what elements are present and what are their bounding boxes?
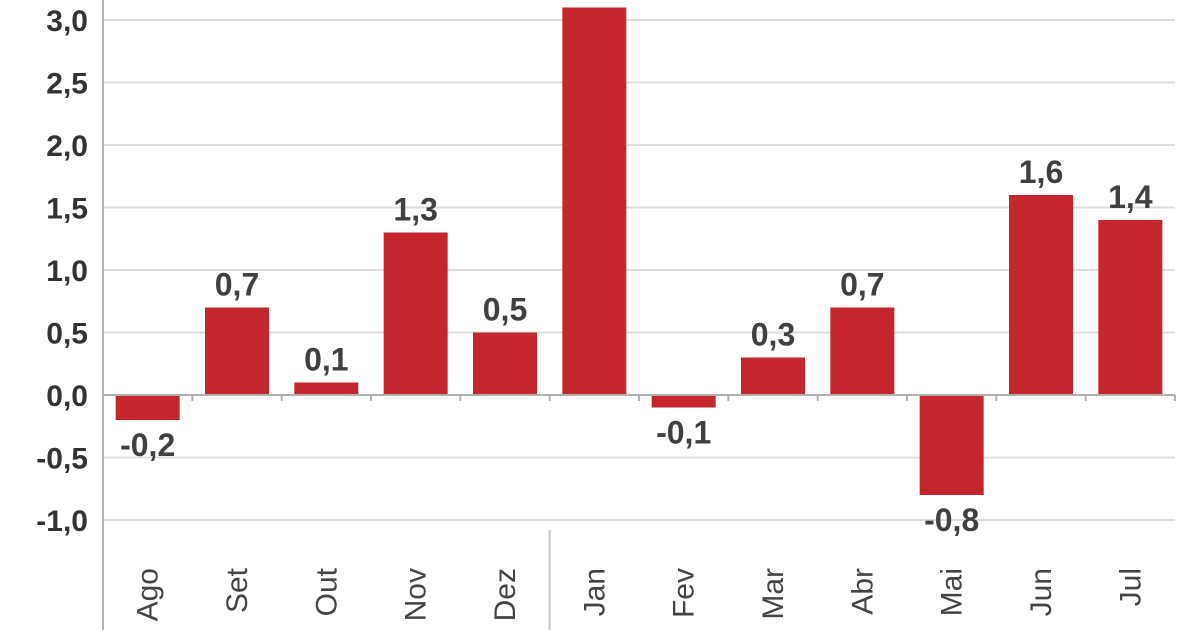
bar-abr [830, 307, 895, 395]
data-label: 1,4 [1108, 179, 1153, 215]
x-category-label: Jul [1114, 568, 1147, 606]
bar-out [294, 382, 359, 395]
data-label: 0,5 [483, 292, 527, 328]
x-category-label: Jun [1025, 568, 1058, 616]
x-category-label: Dez [489, 568, 522, 621]
bar-mar [741, 357, 805, 395]
y-tick-label: 3,0 [46, 5, 88, 38]
bar-fev [651, 395, 716, 408]
data-labels: -0,2 0,7 0,1 1,3 0,5 -0,1 0,3 0,7 -0,8 1,6 1,4 [120, 154, 1153, 538]
data-label: 1,3 [393, 192, 437, 228]
axes [102, 0, 1176, 630]
data-label: 1,6 [1019, 154, 1063, 190]
bar-jan [562, 7, 627, 395]
x-category-label: Set [221, 567, 254, 613]
bars [115, 7, 1163, 495]
bar-jul [1098, 220, 1163, 395]
bar-nov [383, 232, 448, 395]
data-label: 0,3 [751, 317, 795, 353]
data-label: 0,7 [215, 267, 259, 303]
y-tick-label: 0,5 [46, 318, 88, 351]
y-tick-label: -0,5 [36, 443, 88, 476]
y-tick-label: 2,0 [46, 130, 88, 163]
data-label: -0,2 [120, 427, 175, 463]
data-label: -0,1 [656, 415, 711, 451]
bar-mai [919, 395, 984, 495]
y-tick-label: 0,0 [46, 380, 88, 413]
x-category-label: Mai [936, 568, 969, 616]
x-category-label: Nov [400, 568, 433, 621]
bar-ago [115, 395, 180, 420]
y-tick-label: 1,5 [46, 193, 88, 226]
data-label: -0,8 [924, 502, 979, 538]
x-category-label: Fev [668, 568, 701, 618]
x-category-label: Out [310, 567, 343, 616]
x-category-label: Abr [846, 568, 879, 615]
y-tick-label: 2,5 [46, 68, 88, 101]
grid-lines [103, 19, 1175, 521]
x-category-label: Ago [132, 568, 165, 621]
x-axis-category-labels: Ago Set Out Nov Dez Jan Fev Mar Abr Mai Jun Jul [132, 567, 1148, 621]
data-label: 0,7 [840, 267, 884, 303]
x-category-label: Mar [757, 568, 790, 620]
data-label: 0,1 [304, 342, 348, 378]
y-tick-label: 1,0 [46, 255, 88, 288]
bar-dez [473, 332, 537, 395]
bar-jun [1009, 195, 1073, 395]
y-tick-label: -1,0 [36, 505, 88, 538]
bar-set [205, 307, 269, 395]
y-axis-tick-labels: 3,0 2,5 2,0 1,5 1,0 0,5 0,0 -0,5 -1,0 [36, 5, 88, 538]
x-category-label: Jan [578, 568, 611, 616]
